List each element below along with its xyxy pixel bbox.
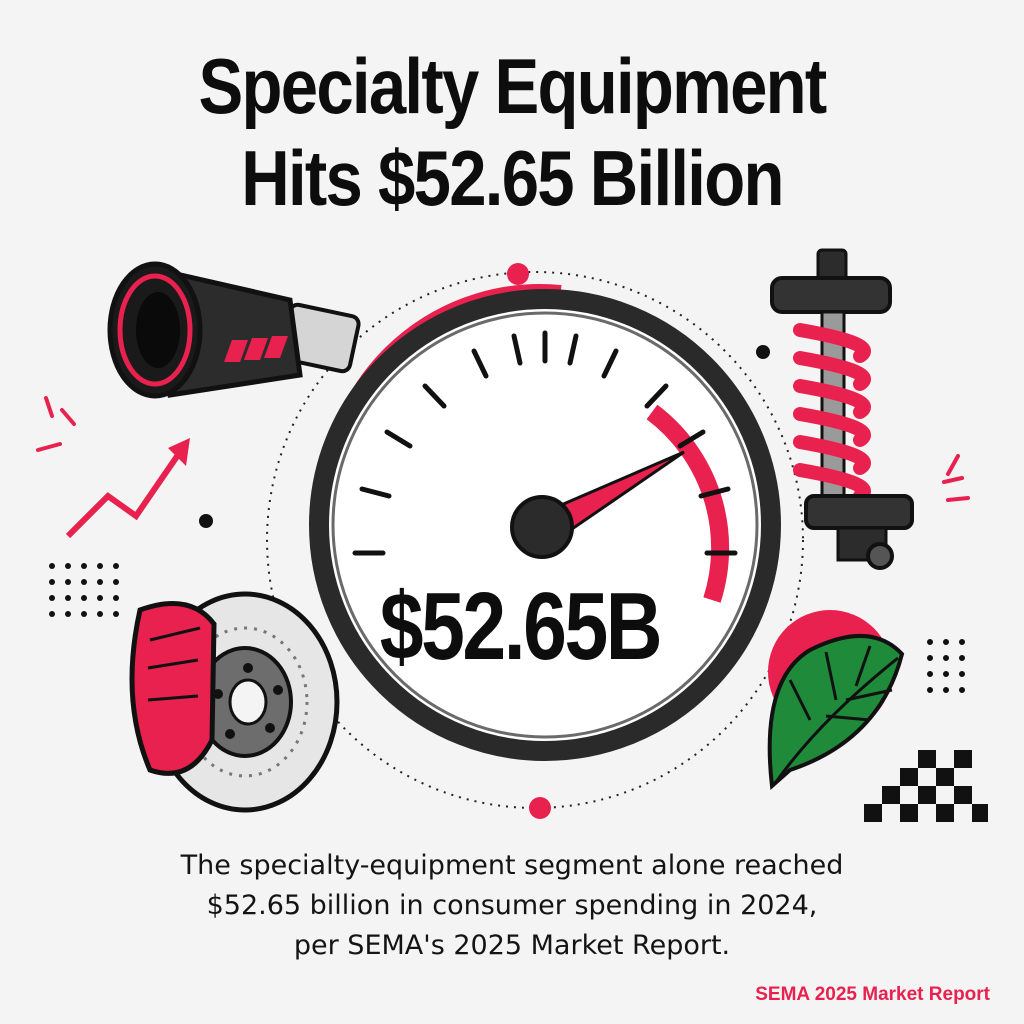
caption-line-2: $52.65 billion in consumer spending in 2… bbox=[206, 890, 818, 921]
dot-grid-right bbox=[927, 639, 965, 693]
gauge-value-label: $52.65B bbox=[379, 573, 663, 680]
brake-rotor-caliper-icon bbox=[129, 591, 340, 813]
headline-line-2: Hits $52.65 Billion bbox=[241, 134, 784, 222]
orbit-dot-bottom bbox=[529, 797, 551, 819]
checkered-flag-icon bbox=[864, 750, 988, 822]
orbit-dot-left bbox=[199, 514, 213, 528]
orbit-dot-top bbox=[507, 263, 529, 285]
accent-lines-right bbox=[942, 454, 970, 502]
dot-grid-left bbox=[49, 563, 119, 617]
caption-line-1: The specialty-equipment segment alone re… bbox=[180, 850, 844, 881]
caption-line-3: per SEMA's 2025 Market Report. bbox=[293, 930, 731, 961]
trend-arrow-icon bbox=[36, 396, 190, 539]
orbit-dotted-circle bbox=[266, 271, 804, 809]
source-credit: SEMA 2025 Market Report bbox=[755, 984, 990, 1005]
exhaust-tip-icon bbox=[107, 261, 361, 399]
orbit-dot-right bbox=[756, 345, 770, 359]
headline-line-1: Specialty Equipment bbox=[198, 42, 827, 130]
headline: Specialty Equipment Hits $52.65 Billion bbox=[72, 40, 953, 224]
speedometer-gauge-icon bbox=[309, 284, 781, 761]
monstera-leaf-icon bbox=[767, 610, 905, 791]
coilover-shock-icon bbox=[770, 248, 914, 570]
caption: The specialty-equipment segment alone re… bbox=[80, 846, 944, 966]
